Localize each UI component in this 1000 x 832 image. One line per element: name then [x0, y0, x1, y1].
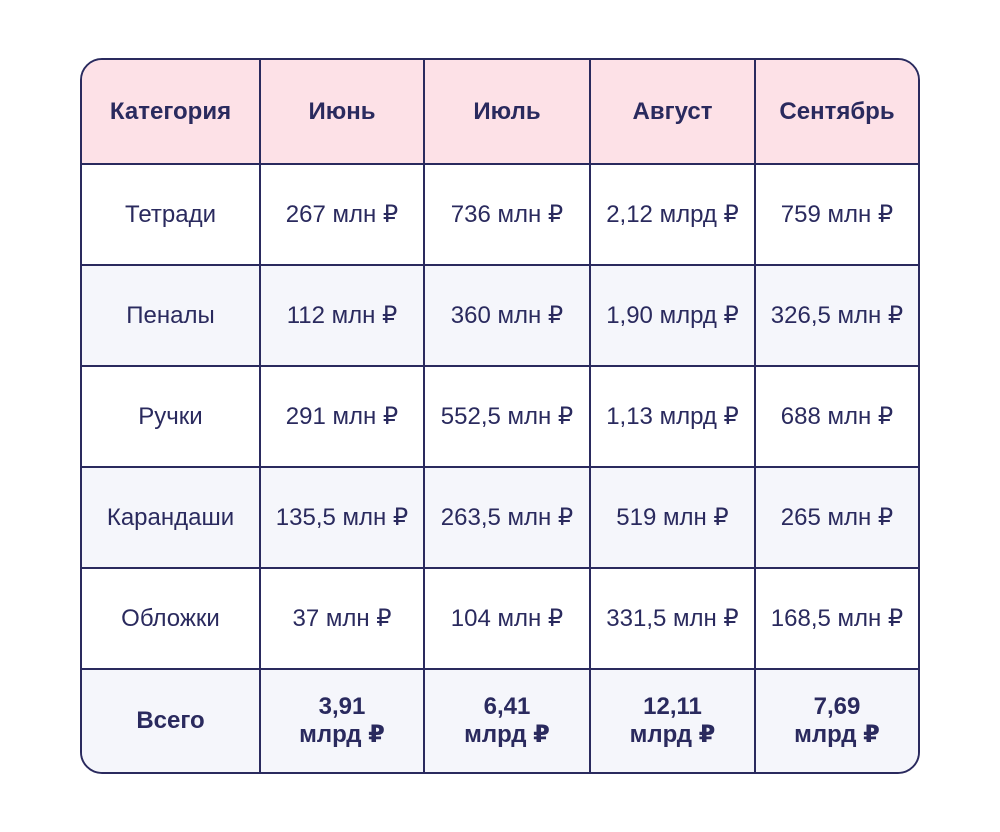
header-september: Сентябрь [754, 60, 918, 165]
value-cell: 168,5 млн ₽ [754, 567, 918, 670]
total-value-cell: 6,41 млрд ₽ [423, 668, 591, 772]
value-cell: 552,5 млн ₽ [423, 365, 591, 468]
category-cell: Ручки [82, 365, 261, 468]
category-cell: Обложки [82, 567, 261, 670]
category-cell: Карандаши [82, 466, 261, 569]
total-row: Всего 3,91 млрд ₽ 6,41 млрд ₽ 12,11 млрд… [82, 668, 918, 772]
header-category: Категория [82, 60, 261, 165]
value-cell: 331,5 млн ₽ [589, 567, 756, 670]
total-value: 12,11 млрд ₽ [629, 693, 716, 748]
value-cell: 37 млн ₽ [259, 567, 425, 670]
total-value: 6,41 млрд ₽ [464, 693, 550, 748]
total-label-cell: Всего [82, 668, 261, 772]
value-cell: 1,13 млрд ₽ [589, 365, 756, 468]
value-cell: 263,5 млн ₽ [423, 466, 591, 569]
value-cell: 688 млн ₽ [754, 365, 918, 468]
value-cell: 112 млн ₽ [259, 264, 425, 367]
table-row: Пеналы 112 млн ₽ 360 млн ₽ 1,90 млрд ₽ 3… [82, 264, 918, 367]
value-cell: 519 млн ₽ [589, 466, 756, 569]
total-value-cell: 3,91 млрд ₽ [259, 668, 425, 772]
value-cell: 736 млн ₽ [423, 163, 591, 266]
total-value-cell: 12,11 млрд ₽ [589, 668, 756, 772]
sales-table: Категория Июнь Июль Август Сентябрь Тетр… [80, 58, 920, 774]
sales-table-grid: Категория Июнь Июль Август Сентябрь Тетр… [82, 60, 918, 772]
value-cell: 2,12 млрд ₽ [589, 163, 756, 266]
category-cell: Тетради [82, 163, 261, 266]
value-cell: 104 млн ₽ [423, 567, 591, 670]
value-cell: 291 млн ₽ [259, 365, 425, 468]
value-cell: 135,5 млн ₽ [259, 466, 425, 569]
value-cell: 759 млн ₽ [754, 163, 918, 266]
value-cell: 265 млн ₽ [754, 466, 918, 569]
total-value-cell: 7,69 млрд ₽ [754, 668, 918, 772]
table-row: Ручки 291 млн ₽ 552,5 млн ₽ 1,13 млрд ₽ … [82, 365, 918, 468]
value-cell: 1,90 млрд ₽ [589, 264, 756, 367]
header-row: Категория Июнь Июль Август Сентябрь [82, 60, 918, 165]
value-cell: 360 млн ₽ [423, 264, 591, 367]
value-cell: 267 млн ₽ [259, 163, 425, 266]
category-cell: Пеналы [82, 264, 261, 367]
table-row: Обложки 37 млн ₽ 104 млн ₽ 331,5 млн ₽ 1… [82, 567, 918, 670]
total-value: 3,91 млрд ₽ [299, 693, 385, 748]
value-cell: 326,5 млн ₽ [754, 264, 918, 367]
table-row: Тетради 267 млн ₽ 736 млн ₽ 2,12 млрд ₽ … [82, 163, 918, 266]
header-july: Июль [423, 60, 591, 165]
total-value: 7,69 млрд ₽ [794, 693, 880, 748]
header-june: Июнь [259, 60, 425, 165]
header-august: Август [589, 60, 756, 165]
table-row: Карандаши 135,5 млн ₽ 263,5 млн ₽ 519 мл… [82, 466, 918, 569]
